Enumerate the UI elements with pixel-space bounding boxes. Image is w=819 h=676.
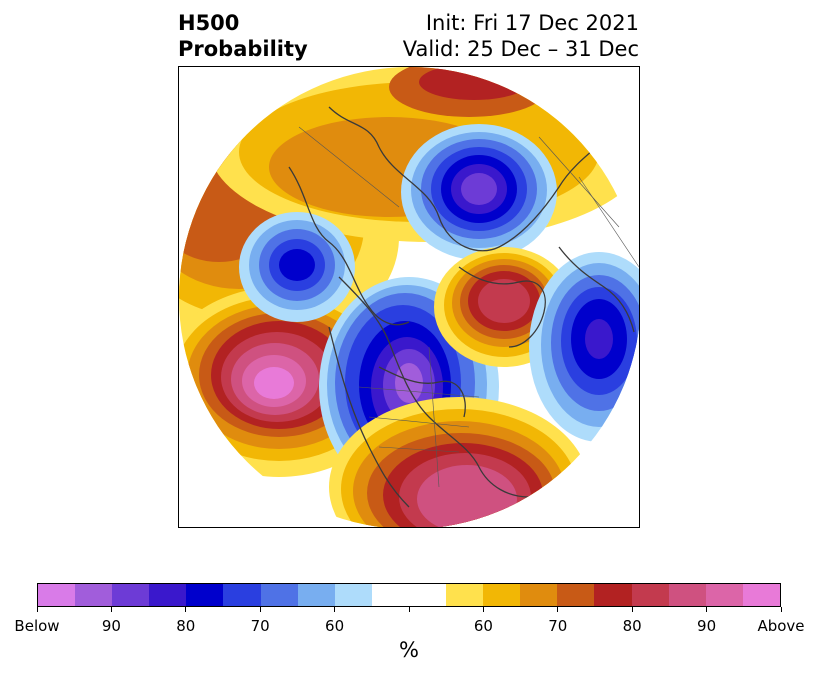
colorbar-tick-label: 70 <box>250 617 270 635</box>
colorbar-cell <box>446 584 484 606</box>
coastlines <box>288 106 635 508</box>
colorbar-cell <box>594 584 632 606</box>
colorbar-cell <box>742 584 780 606</box>
map-title: H500 Probability <box>178 10 308 62</box>
colorbar-cell <box>668 584 706 606</box>
colorbar-unit: % <box>399 638 419 662</box>
colorbar-tick-label: 80 <box>176 617 196 635</box>
title-variable: H500 <box>178 11 240 35</box>
colorbar-cell <box>260 584 298 606</box>
colorbar-tick-label: 60 <box>325 617 345 635</box>
colorbar-tick-label: 90 <box>101 617 121 635</box>
colorbar-cell <box>186 584 224 606</box>
colorbar-cell <box>371 584 409 606</box>
colorbar-cell <box>38 584 76 606</box>
anomaly-siberia-low <box>401 124 557 260</box>
colorbar-tick-label: 90 <box>697 617 717 635</box>
title-product: Probability <box>178 37 308 61</box>
colorbar-cell <box>483 584 521 606</box>
colorbar-cell <box>408 584 447 606</box>
colorbar-tick-label: Below <box>14 617 60 635</box>
colorbar-tick <box>631 607 633 612</box>
colorbar-cell <box>223 584 261 606</box>
colorbar-tick <box>706 607 708 612</box>
colorbar-tick <box>482 607 484 612</box>
colorbar-tick-label: Above <box>757 617 805 635</box>
anomaly-bering-low <box>239 212 355 322</box>
colorbar-tick-label: 80 <box>622 617 642 635</box>
colorbar-cell <box>149 584 187 606</box>
colorbar-tick <box>185 607 187 612</box>
colorbar-tick <box>780 607 782 612</box>
colorbar-cell <box>705 584 743 606</box>
map-panel <box>178 66 640 528</box>
colorbar-cell <box>75 584 113 606</box>
borders <box>298 126 639 488</box>
colorbar-tick-label: 70 <box>548 617 568 635</box>
colorbar-tick-label: 60 <box>473 617 493 635</box>
probability-field <box>179 67 639 527</box>
map-dates: Init: Fri 17 Dec 2021 Valid: 25 Dec – 31… <box>403 10 639 62</box>
colorbar-cell <box>520 584 558 606</box>
colorbar-cell <box>557 584 595 606</box>
colorbar <box>37 583 781 607</box>
colorbar-tick <box>557 607 559 612</box>
valid-range: Valid: 25 Dec – 31 Dec <box>402 37 639 61</box>
colorbar-tick <box>334 607 336 612</box>
colorbar-tick <box>259 607 261 612</box>
colorbar-cell <box>334 584 372 606</box>
colorbar-tick <box>110 607 112 612</box>
colorbar-cell <box>297 584 335 606</box>
colorbar-tick <box>36 607 38 612</box>
colorbar-tick <box>408 607 410 612</box>
init-date: Init: Fri 17 Dec 2021 <box>425 11 639 35</box>
polar-map <box>179 67 639 527</box>
colorbar-cell <box>631 584 669 606</box>
colorbar-cell <box>112 584 150 606</box>
